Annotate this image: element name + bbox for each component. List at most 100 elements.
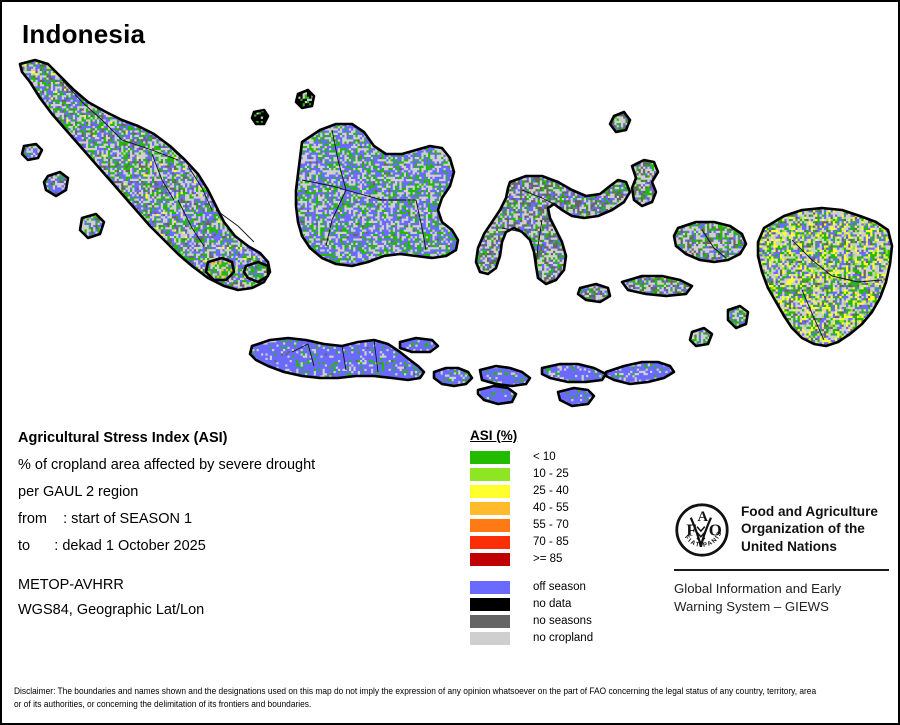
island-coastline: [620, 274, 694, 298]
legend-class-label: < 10: [533, 451, 556, 463]
admin-boundary-line: [341, 345, 347, 371]
island-coastline: [20, 142, 44, 162]
legend-class-label: 25 - 40: [533, 485, 569, 497]
island-kai-tanimbar: [688, 326, 714, 348]
island-bangka: [204, 256, 236, 282]
legend-status-swatch: [470, 580, 510, 594]
island-coastline: [726, 304, 750, 330]
admin-boundary-line: [345, 189, 416, 201]
admin-boundary-line: [373, 339, 379, 373]
legend-class-swatch: [470, 552, 510, 566]
legend: ASI (%) < 10 10 - 25 25 - 40 40 - 55 55 - 70…: [470, 428, 640, 647]
asi-description-1: % of cropland area affected by severe dr…: [18, 457, 316, 473]
island-aru: [726, 304, 750, 330]
admin-boundary-line: [61, 79, 123, 141]
legend-status-label: no cropland: [533, 632, 594, 644]
island-madura: [398, 336, 440, 354]
legend-status-swatch: [470, 597, 510, 611]
island-raster-texture: [758, 208, 892, 346]
legend-class-swatch: [470, 467, 510, 481]
admin-boundary-line: [831, 275, 883, 283]
admin-boundaries-layer: [61, 79, 883, 373]
island-simeulue: [20, 142, 44, 162]
admin-boundary-line: [701, 229, 727, 259]
admin-boundary-line: [791, 239, 833, 277]
fao-name-line-1: Food and Agriculture: [741, 504, 878, 519]
fao-name: Food and Agriculture Organization of the…: [741, 502, 878, 555]
legend-class-row: 10 - 25: [470, 466, 640, 482]
island-coastline: [604, 360, 676, 386]
fao-logo-row: F A O FIAT PANIS Food and Agriculture Or…: [674, 502, 889, 558]
legend-class-label: 70 - 85: [533, 536, 569, 548]
legend-class-swatch: [470, 501, 510, 515]
asi-description-2: per GAUL 2 region: [18, 484, 139, 500]
admin-boundary-line: [501, 227, 523, 233]
admin-boundary-line: [331, 129, 347, 191]
admin-boundary-line: [415, 199, 427, 251]
legend-status-label: no seasons: [533, 615, 592, 627]
disclaimer-text: Disclaimer: The boundaries and names sho…: [14, 686, 817, 710]
indonesia-asi-map[interactable]: [2, 50, 898, 410]
admin-boundary-line: [291, 343, 315, 367]
legend-status-label: off season: [533, 581, 586, 593]
legend-class-label: >= 85: [533, 553, 563, 565]
island-raster-texture: [728, 306, 748, 328]
island-sumbawa: [478, 364, 532, 388]
admin-boundary-line: [151, 153, 175, 201]
admin-boundary-line: [215, 209, 255, 243]
island-coastline: [476, 384, 518, 406]
legend-status-list: off season no data no seasons no cropland: [470, 579, 640, 646]
legend-class-row: 40 - 55: [470, 500, 640, 516]
fao-letter-o: O: [709, 521, 722, 540]
admin-boundary-line: [521, 189, 563, 209]
island-coastline: [630, 158, 660, 208]
legend-status-row: no cropland: [470, 630, 640, 646]
legend-gap: [470, 568, 640, 579]
island-rote-sawu: [556, 386, 596, 408]
island-coastline: [688, 326, 714, 348]
island-sangihe: [608, 110, 632, 134]
island-coastline: [78, 212, 106, 240]
island-coastline: [398, 336, 440, 354]
admin-boundary-line: [301, 179, 347, 191]
fao-name-line-3: United Nations: [741, 538, 837, 554]
asi-heading: Agricultural Stress Index (ASI): [18, 430, 228, 446]
fao-divider: [674, 569, 889, 571]
island-coastline: [250, 108, 270, 126]
island-coastline: [294, 88, 316, 110]
island-natuna: [294, 88, 316, 110]
wheat-grains-icon: [696, 526, 706, 544]
island-coastline: [248, 336, 426, 382]
island-coastline: [556, 386, 596, 408]
island-coastline: [540, 362, 608, 384]
fao-name-line-2: Organization of the: [741, 521, 865, 537]
legend-class-row: 70 - 85: [470, 534, 640, 550]
legend-status-swatch: [470, 631, 510, 645]
legend-class-row: 25 - 40: [470, 483, 640, 499]
island-flores: [540, 362, 608, 384]
island-coastline: [756, 206, 894, 348]
fao-letter-f: F: [686, 521, 696, 540]
island-coastline: [18, 58, 272, 292]
legend-class-row: 55 - 70: [470, 517, 640, 533]
island-coastline: [204, 256, 236, 282]
legend-status-row: off season: [470, 579, 640, 595]
legend-status-label: no data: [533, 598, 572, 610]
fao-branding-block: F A O FIAT PANIS Food and Agriculture Or…: [674, 502, 889, 615]
admin-boundary-line: [177, 199, 205, 247]
island-coastline: [294, 122, 460, 268]
island-papua: [756, 206, 894, 348]
period-to: to : dekad 1 October 2025: [18, 538, 206, 554]
legend-class-swatch: [470, 535, 510, 549]
page-title: Indonesia: [22, 19, 146, 49]
legend-status-row: no data: [470, 596, 640, 612]
fao-letter-a: A: [698, 509, 709, 525]
admin-boundary-line: [187, 165, 213, 211]
legend-class-label: 10 - 25: [533, 468, 569, 480]
island-sumba: [476, 384, 518, 406]
info-block: Agricultural Stress Index (ASI) % of cro…: [18, 430, 438, 627]
island-coastline: [608, 110, 632, 134]
legend-status-swatch: [470, 614, 510, 628]
giews-line-1: Global Information and Early: [674, 581, 842, 596]
